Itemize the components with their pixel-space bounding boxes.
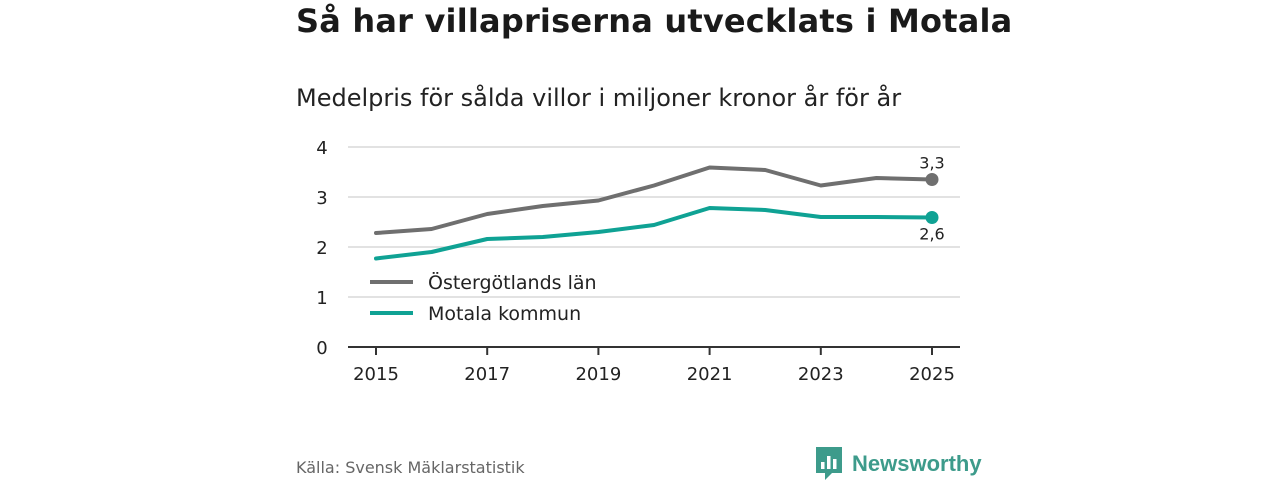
series-2-end-label: 2,6 bbox=[919, 225, 944, 244]
y-tick-label-4: 4 bbox=[316, 138, 327, 159]
legend: Östergötlands län Motala kommun bbox=[362, 268, 608, 327]
x-axis-ticks: 2015 2017 2019 2021 2023 2025 bbox=[353, 347, 955, 385]
brand-logo: Newsworthy bbox=[816, 447, 982, 481]
series-1-line bbox=[374, 165, 934, 235]
x-tick-label-2017: 2017 bbox=[464, 364, 510, 385]
y-tick-label-2: 2 bbox=[316, 238, 327, 259]
x-tick-label-2019: 2019 bbox=[575, 364, 621, 385]
legend-item-2-label: Motala kommun bbox=[428, 303, 581, 325]
chart-subtitle: Medelpris för sålda villor i miljoner kr… bbox=[296, 84, 902, 112]
x-tick-label-2025: 2025 bbox=[909, 364, 955, 385]
x-tick-label-2021: 2021 bbox=[687, 364, 733, 385]
series-2-end-marker bbox=[925, 211, 939, 224]
grid-lines bbox=[348, 146, 960, 298]
legend-item-1-label: Östergötlands län bbox=[428, 271, 597, 294]
source-note: Källa: Svensk Mäklarstatistik bbox=[296, 458, 525, 477]
line-chart: 0 1 2 3 4 2015 2017 2019 2021 2023 2025 3,3 2,6 Ös… bbox=[316, 138, 960, 385]
y-tick-label-3: 3 bbox=[316, 188, 327, 209]
x-tick-label-2023: 2023 bbox=[798, 364, 844, 385]
brand-name: Newsworthy bbox=[852, 451, 982, 476]
x-tick-label-2015: 2015 bbox=[353, 364, 399, 385]
y-axis-ticks: 0 1 2 3 4 bbox=[316, 138, 327, 359]
series-1-end-label: 3,3 bbox=[919, 154, 944, 173]
series-2-line bbox=[374, 206, 934, 261]
y-tick-label-1: 1 bbox=[316, 288, 327, 309]
newsworthy-logo-icon bbox=[816, 447, 842, 480]
chart-title: Så har villapriserna utvecklats i Motala bbox=[296, 2, 1013, 40]
y-tick-label-0: 0 bbox=[316, 338, 327, 359]
series-1-end-marker bbox=[925, 173, 939, 186]
series-lines: 3,3 2,6 bbox=[374, 154, 945, 261]
